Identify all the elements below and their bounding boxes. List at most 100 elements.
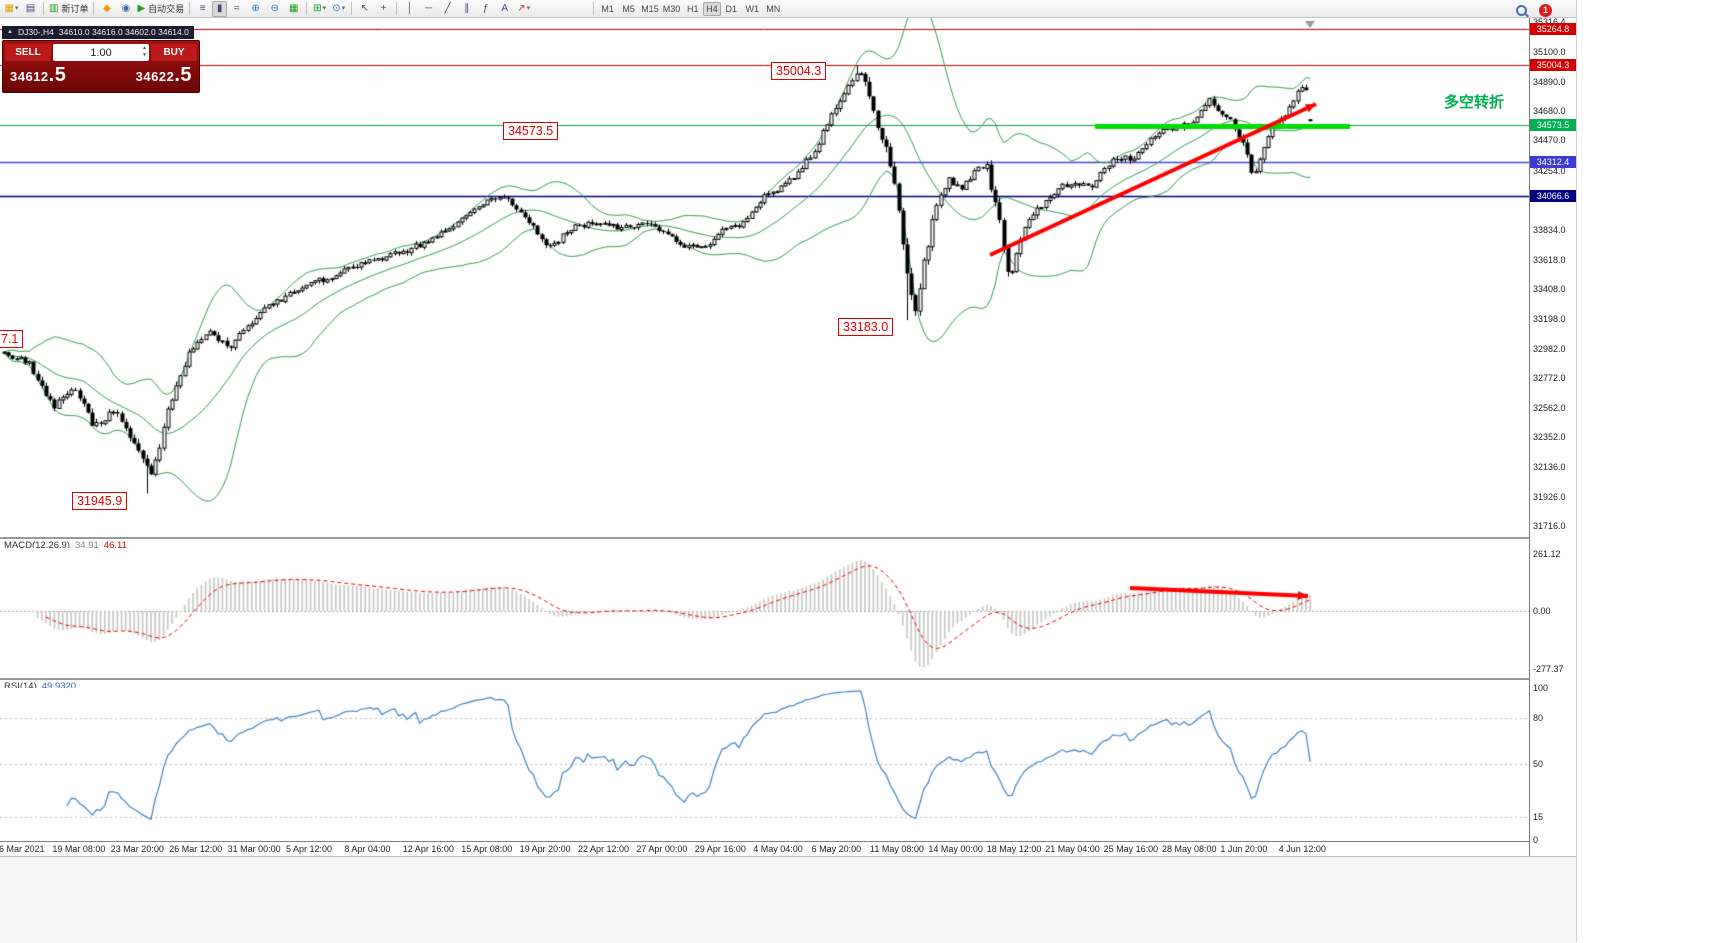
price-callout-clipped[interactable]: 7.1 xyxy=(0,330,24,348)
macd-axis-label: -277.37 xyxy=(1533,664,1564,674)
horizontal-line-icon: ─ xyxy=(425,2,433,14)
tf-button-w1[interactable]: W1 xyxy=(745,3,759,14)
rsi-canvas[interactable] xyxy=(0,688,1529,840)
sell-price-fraction: .5 xyxy=(48,64,67,86)
text-tool-icon: A xyxy=(501,2,509,14)
profiles-button[interactable]: ▤ xyxy=(21,1,40,17)
price-tick-label: 31716.0 xyxy=(1533,521,1566,532)
candlestick-button[interactable]: ▮ xyxy=(212,0,228,17)
tf-button-h4[interactable]: H4 xyxy=(703,1,721,16)
channel-button[interactable]: ∥ xyxy=(457,1,476,17)
tf-button-m1[interactable]: M1 xyxy=(601,3,614,14)
bar-chart-icon: ≡ xyxy=(199,2,206,14)
zoom-out-button[interactable]: ⊖ xyxy=(265,1,284,17)
tf-button-m15[interactable]: M15 xyxy=(641,3,659,14)
vertical-line-button[interactable]: │ xyxy=(400,1,419,17)
date-label: 4 Jun 12:00 xyxy=(1278,844,1326,854)
pane-splitter[interactable] xyxy=(0,537,1576,539)
date-axis[interactable]: 16 Mar 2021 19 Mar 08:00 23 Mar 20:00 26 Ma… xyxy=(0,843,1529,856)
volume-down-icon[interactable]: ▼ xyxy=(142,52,147,58)
price-callout[interactable]: 31945.9 xyxy=(72,492,128,510)
new-chart-button[interactable]: ▦ ▾ xyxy=(2,1,21,17)
periods-button[interactable]: ⊙ ▾ xyxy=(329,1,348,17)
price-tick-label: 32982.0 xyxy=(1533,343,1566,354)
search-button[interactable] xyxy=(1512,2,1531,18)
fibonacci-button[interactable]: ƒ xyxy=(476,1,495,17)
macd-label: MACD(12,26,9) 34.91 46.11 xyxy=(4,540,127,551)
new-order-label: 新订单 xyxy=(61,4,89,14)
autotrading-button[interactable]: ▶ 自动交易 xyxy=(135,1,186,17)
macd-name: MACD(12,26,9) xyxy=(4,540,70,551)
new-chart-icon: ▦ xyxy=(4,2,14,14)
profiles-icon: ▤ xyxy=(25,2,36,14)
trend-annotation-text[interactable]: 多空转折 xyxy=(1444,94,1505,111)
date-label: 11 May 08:00 xyxy=(870,844,924,854)
tf-button-mn[interactable]: MN xyxy=(766,3,781,14)
price-tick-label: 35100.0 xyxy=(1533,47,1566,58)
arrows-tool-button[interactable]: ↗ ▾ xyxy=(514,1,533,17)
sell-button[interactable]: SELL xyxy=(5,44,51,61)
toolbar-separator xyxy=(43,2,44,15)
line-chart-button[interactable]: ≈ xyxy=(227,1,246,17)
date-label: 19 Mar 08:00 xyxy=(52,844,106,854)
price-callout[interactable]: 34573.5 xyxy=(503,122,559,140)
text-tool-button[interactable]: A xyxy=(495,1,514,17)
tf-button-m5[interactable]: M5 xyxy=(622,3,635,14)
search-icon xyxy=(1516,4,1527,16)
volume-up-icon[interactable]: ▲ xyxy=(142,45,147,51)
date-label: 8 Apr 04:00 xyxy=(344,844,391,854)
rsi-label: RSI(14) 49.9320 xyxy=(4,681,76,692)
date-label: 21 May 04:00 xyxy=(1045,844,1100,854)
buy-button[interactable]: BUY xyxy=(151,44,197,61)
tf-button-m30[interactable]: M30 xyxy=(662,3,681,14)
date-label: 6 May 20:00 xyxy=(811,844,862,854)
tile-windows-button[interactable]: ▦ xyxy=(284,1,303,17)
macd-axis-label: 261.12 xyxy=(1533,549,1561,559)
volume-value: 1.00 xyxy=(90,46,112,59)
price-callout[interactable]: 33183.0 xyxy=(838,318,894,336)
price-chart-canvas[interactable] xyxy=(0,18,1529,535)
macd-canvas[interactable] xyxy=(0,548,1529,676)
rsi-axis-label: 50 xyxy=(1533,759,1544,769)
cursor-button[interactable]: ↖ xyxy=(355,1,374,17)
candlestick-icon: ▮ xyxy=(216,2,223,14)
date-label: 31 Mar 00:00 xyxy=(227,844,281,854)
zoom-in-button[interactable]: ⊕ xyxy=(246,1,265,17)
volume-input[interactable]: 1.00 ▲ ▼ xyxy=(53,44,149,61)
horizontal-line-button[interactable]: ─ xyxy=(419,1,438,17)
collapse-icon[interactable]: ▲ xyxy=(7,29,13,35)
toolbar-separator xyxy=(306,2,308,15)
date-label: 29 Apr 16:00 xyxy=(694,844,746,854)
bar-chart-button[interactable]: ≡ xyxy=(193,1,212,17)
indicators-button[interactable]: ⊞ ▾ xyxy=(310,1,329,17)
crosshair-button[interactable]: + xyxy=(374,1,393,17)
price-tick-label: 32136.0 xyxy=(1533,462,1566,473)
chevron-down-icon: ▾ xyxy=(526,5,531,12)
date-label: 23 Mar 20:00 xyxy=(110,844,164,854)
buy-price-fraction: .5 xyxy=(174,64,192,86)
sell-price[interactable]: 34612.5 xyxy=(10,64,67,86)
pane-splitter[interactable] xyxy=(0,678,1576,680)
tf-button-h1[interactable]: H1 xyxy=(686,3,699,14)
notification-badge[interactable]: 1 xyxy=(1539,3,1552,17)
chevron-down-icon: ▾ xyxy=(322,5,327,12)
experts-button[interactable]: ◉ xyxy=(116,1,135,17)
new-order-button[interactable]: ▥ 新订单 xyxy=(47,1,90,17)
price-tick-label: 34680.0 xyxy=(1533,105,1566,116)
one-click-trading-panel: SELL 1.00 ▲ ▼ BUY 34612.5 34622.5 xyxy=(2,40,200,93)
status-strip xyxy=(0,856,1576,943)
date-label: 27 Apr 00:00 xyxy=(636,844,688,854)
price-level-badge: 34066.6 xyxy=(1530,190,1576,203)
price-callout[interactable]: 35004.3 xyxy=(771,62,827,80)
date-label: 26 Mar 12:00 xyxy=(169,844,223,854)
price-tick-label: 33834.0 xyxy=(1533,224,1566,235)
trendline-button[interactable]: ╱ xyxy=(438,1,457,17)
tf-button-d1[interactable]: D1 xyxy=(725,3,737,14)
chart-window[interactable]: MACD(12,26,9) 34.91 46.11 RSI(14) 49.9320 1… xyxy=(0,18,1576,856)
toolbar-separator xyxy=(396,2,398,15)
price-axis[interactable]: 35316.4 35100.0 34890.0 34680.0 34470.0 34254… xyxy=(1529,18,1576,856)
line-chart-icon: ≈ xyxy=(233,2,240,14)
buy-price[interactable]: 34622.5 xyxy=(135,64,192,86)
vertical-line-icon: │ xyxy=(406,2,413,14)
mql-button[interactable]: ◆ xyxy=(97,1,116,17)
